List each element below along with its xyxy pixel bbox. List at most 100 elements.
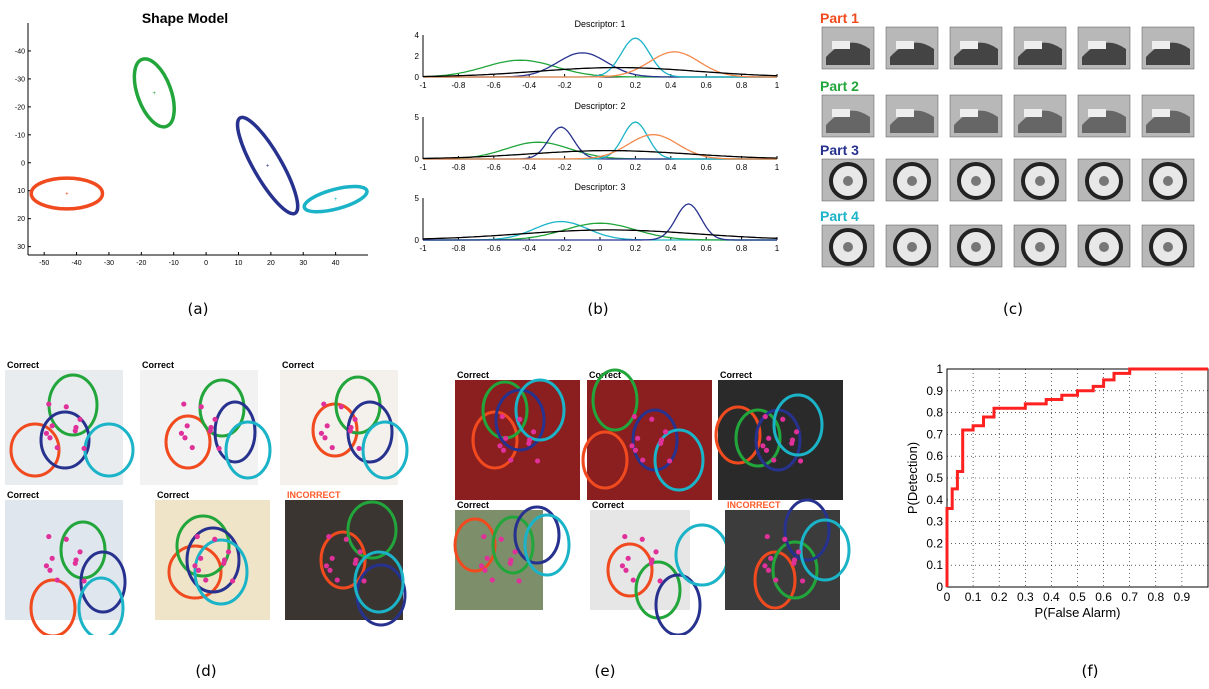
part-detection-ellipse (491, 515, 535, 575)
part-patch (1077, 94, 1131, 138)
feature-point (793, 429, 800, 435)
part-patch (885, 26, 939, 70)
caption-f: (f) (1081, 662, 1099, 680)
feature-point (791, 560, 797, 566)
feature-point (46, 533, 52, 540)
descriptor-x-tick-label: -0.6 (487, 163, 501, 172)
feature-point (649, 416, 655, 422)
feature-point (327, 567, 333, 573)
descriptor-x-tick-label: -0.2 (558, 81, 572, 90)
feature-point (63, 536, 69, 542)
detection-image (140, 370, 258, 485)
feature-point (182, 435, 188, 441)
part-patch (1013, 26, 1067, 70)
part-patch (1077, 26, 1131, 70)
feature-point (765, 567, 772, 573)
x-tick-label: -40 (72, 260, 82, 267)
detection-result-label: Correct (457, 500, 489, 510)
descriptor-x-tick-label: -0.2 (558, 244, 572, 253)
part-detection-ellipse (79, 550, 127, 614)
part-patch (821, 94, 875, 138)
feature-point (81, 578, 87, 584)
part-patch (1141, 158, 1195, 202)
feature-point (49, 423, 55, 429)
feature-point (512, 549, 518, 555)
part-patch (1013, 94, 1067, 138)
detection-image (280, 370, 398, 485)
y-tick-label: -30 (15, 76, 25, 83)
descriptor-y-tick-label: 5 (415, 194, 420, 203)
part-patch (949, 224, 1003, 268)
roc-x-tick-label: 0.4 (1043, 590, 1060, 604)
hub-shape (971, 242, 981, 252)
descriptor-x-tick-label: -0.6 (487, 81, 501, 90)
part-patch (1141, 94, 1195, 138)
descriptor-x-tick-label: 0.8 (736, 244, 748, 253)
shape-ellipse-part-1 (29, 176, 105, 211)
part-patch (821, 224, 875, 268)
part-detection-ellipse (513, 505, 561, 565)
feature-point (194, 533, 200, 540)
feature-point (768, 555, 774, 561)
feature-point (322, 435, 328, 441)
feature-point (508, 457, 514, 463)
part-patch (885, 94, 939, 138)
roc-curve-plot: 0 0.1 0.2 0.3 0.4 0.5 0.6 0.7 0.8 0.9 1 0 0.1 0.2 0.3 0… (905, 362, 1209, 620)
caption-b: (b) (587, 300, 609, 318)
feature-point (221, 560, 227, 566)
y-tick-label: -40 (15, 48, 25, 55)
descriptor-x-tick-label: -0.8 (452, 163, 466, 172)
feature-point (799, 578, 806, 584)
detection-result-label: Correct (592, 500, 624, 510)
feature-point (762, 413, 768, 420)
part-detection-ellipse (224, 420, 272, 480)
part-patch (1013, 224, 1067, 268)
ellipse-center-marker: + (65, 192, 69, 198)
feature-point (212, 536, 218, 542)
feature-point (198, 555, 204, 561)
descriptor-title: Descriptor: 1 (574, 19, 625, 29)
feature-point (334, 577, 340, 583)
descriptor-density-curve (422, 229, 778, 240)
feature-point (619, 563, 626, 569)
x-tick-label: 40 (332, 260, 340, 267)
feature-point (766, 435, 772, 441)
part-patch (885, 158, 939, 202)
highlight-shape (1152, 109, 1170, 117)
y-tick-label: -10 (15, 132, 25, 139)
y-tick-label: 20 (17, 216, 25, 223)
feature-point (481, 533, 487, 540)
y-tick-label: -20 (15, 104, 25, 111)
part-detection-ellipse (606, 542, 654, 598)
part-detection-ellipse (319, 530, 367, 590)
detection-image (155, 500, 270, 620)
feature-point (46, 401, 52, 407)
roc-x-tick-label: 0.6 (1095, 590, 1112, 604)
part-detection-ellipse (39, 410, 91, 470)
parts-background (818, 15, 1203, 280)
part-detection-ellipse (581, 430, 629, 490)
feature-point (338, 404, 344, 410)
feature-point (181, 401, 187, 407)
feature-point (629, 443, 635, 449)
feature-point (653, 549, 659, 555)
descriptor-density-curve (423, 37, 777, 78)
caption-d: (d) (195, 662, 217, 680)
feature-point (780, 416, 786, 422)
roc-x-tick-label: 0.3 (1017, 590, 1034, 604)
highlight-shape (896, 41, 914, 49)
part-detection-ellipse (494, 388, 546, 452)
descriptor-x-tick-label: 0.8 (736, 163, 748, 172)
feature-point (43, 430, 50, 436)
descriptor-x-tick-label: 0.6 (701, 163, 713, 172)
roc-y-tick-label: 0.4 (926, 493, 943, 507)
roc-y-tick-label: 0.2 (926, 536, 943, 550)
feature-point (229, 578, 236, 584)
feature-point (77, 549, 83, 555)
feature-point (622, 533, 628, 540)
feature-point (763, 447, 770, 453)
shape-model-panel: Shape Model -50 -40 -30 -20 -10 0 10 20 30 40 -40 -3… (10, 5, 375, 275)
part-label: Part 4 (820, 208, 859, 224)
motorbike-detections-panel: Correct Correct Correct Correct Correct INCOR… (0, 355, 425, 640)
